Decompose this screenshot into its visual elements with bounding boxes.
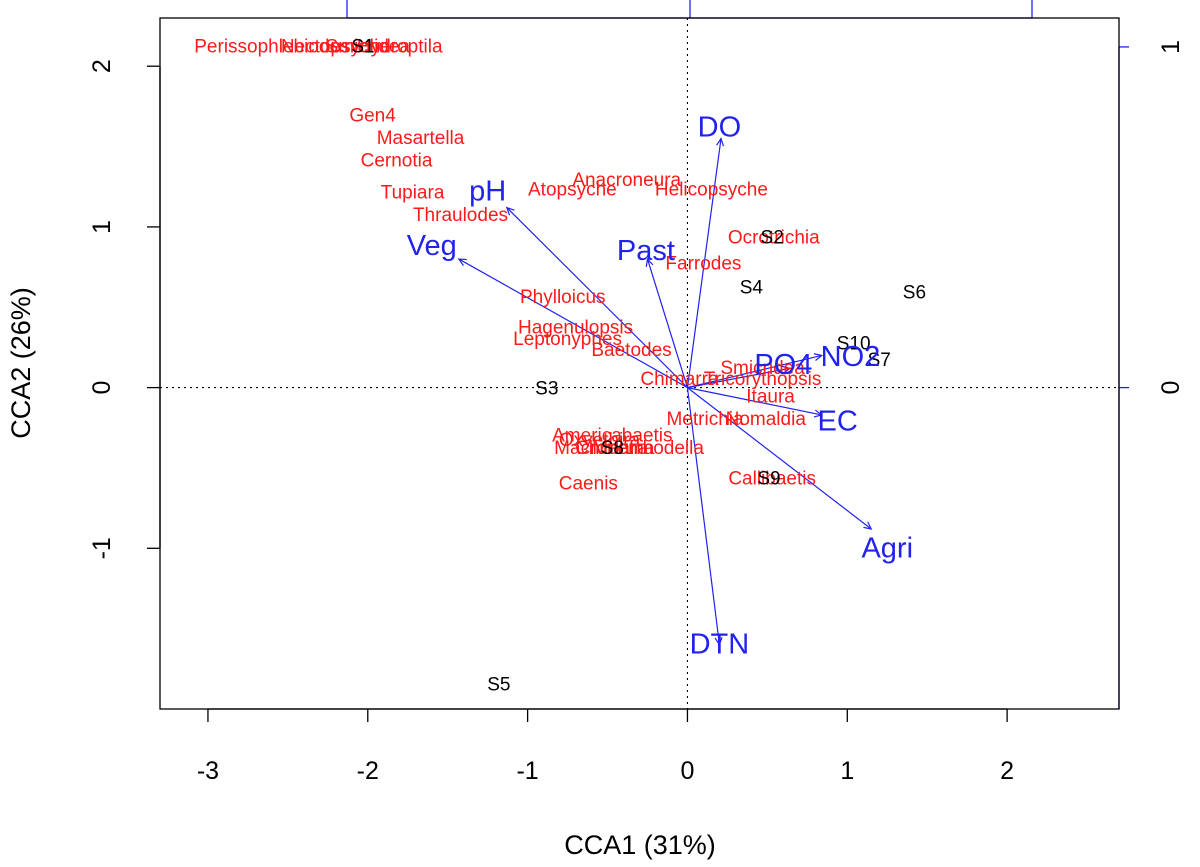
env-arrow: [686, 387, 721, 645]
species-label: Tricorythopsis: [704, 369, 822, 390]
site-label: S9: [757, 469, 780, 490]
species-label: Masartella: [377, 128, 465, 149]
species-label: Marilia: [592, 438, 648, 459]
x-tick-label: -3: [197, 757, 219, 785]
env-arrowhead: [714, 636, 723, 647]
species-label: Smicridea: [326, 36, 411, 57]
x-tick-label: 0: [680, 757, 694, 785]
species-label: Hydroptila: [357, 36, 443, 57]
env-label: pH: [469, 176, 506, 208]
site-label: S7: [868, 350, 891, 371]
env-arrow: [687, 367, 790, 389]
species-label: Thraulodes: [413, 205, 508, 226]
y-tick-label: 0: [88, 381, 116, 395]
x-axis-title: CCA1 (31%): [564, 830, 716, 860]
env-label: DO: [698, 111, 742, 143]
species-label: Nomaldia: [726, 409, 807, 430]
species-label: Macronema: [554, 438, 655, 459]
species-label: Helicopsyche: [655, 179, 768, 200]
y-tick-label: -1: [88, 537, 116, 559]
species-label: Hagenulopsis: [518, 318, 633, 339]
species-label: Leptonyphes: [513, 329, 622, 350]
x-tick-label: -2: [357, 757, 379, 785]
env-label: DTN: [690, 629, 750, 661]
env-arrowhead: [781, 365, 792, 374]
env-arrow: [458, 258, 688, 389]
site-label: S8: [601, 438, 624, 459]
species-label: Perissophlebiodes: [194, 36, 349, 57]
env-label: NO2: [821, 341, 881, 373]
species-label: Chimarrhodella: [575, 438, 704, 459]
right-tick-label: 0: [1157, 381, 1185, 395]
x-tick-label: 2: [1000, 757, 1014, 785]
species-label: Cernotia: [361, 151, 433, 172]
site-label: S3: [535, 379, 558, 400]
env-arrow: [687, 354, 822, 389]
species-label: Caenis: [559, 474, 618, 495]
env-label: PO4: [754, 349, 812, 381]
env-arrows: [457, 137, 873, 647]
env-arrowhead: [863, 521, 873, 530]
species-label: Anacroneura: [572, 170, 681, 191]
env-label: Agri: [861, 532, 913, 564]
species-label: Callibaetis: [728, 469, 816, 490]
zero-lines: [160, 18, 1119, 709]
env-arrow: [687, 387, 822, 416]
species-label: Farrodes: [665, 253, 741, 274]
species-label: Atopsyche: [528, 179, 617, 200]
y-tick-label: 1: [88, 220, 116, 234]
env-arrow: [506, 207, 688, 389]
site-label: S2: [761, 228, 784, 249]
x-axis: -3 -2 -1 0 1 2: [197, 708, 1014, 785]
site-layer: S1 S2 S3 S4 S5 S6 S7 S8 S9 S10: [351, 36, 926, 695]
species-label: Oxyethira: [559, 430, 641, 451]
right-tick-label: 1: [1157, 40, 1185, 54]
x-tick-label: -1: [516, 757, 538, 785]
y-axis-title: CCA2 (26%): [6, 287, 36, 439]
species-label: Phylloicus: [520, 287, 606, 308]
y-axis: -1 0 1 2: [88, 59, 161, 559]
site-label: S1: [351, 36, 374, 57]
y-tick-label: 2: [88, 59, 116, 73]
env-label: EC: [818, 405, 858, 437]
env-arrowhead: [813, 409, 824, 418]
site-label: S5: [487, 674, 510, 695]
env-arrowhead: [457, 258, 467, 266]
species-label: Metrichia: [666, 409, 744, 430]
site-label: S6: [903, 282, 926, 303]
species-label: Smicridea: [720, 358, 805, 379]
site-label: S10: [837, 334, 871, 355]
species-label: Americabaetis: [552, 425, 672, 446]
species-label: Baetodes: [591, 340, 671, 361]
species-label: Ocrotrichia: [728, 228, 820, 249]
species-layer: PerissophlebiodesNectopsycheSmicrideaHyd…: [194, 36, 821, 494]
species-label: Gen4: [349, 106, 396, 127]
species-label: Nectopsyche: [281, 36, 391, 57]
species-label: Chimarra: [640, 369, 719, 390]
plot-frame: [159, 17, 1120, 710]
env-label: Veg: [407, 230, 457, 262]
env-label: Past: [617, 235, 675, 267]
x-tick-label: 1: [840, 757, 854, 785]
env-arrowhead: [813, 353, 824, 361]
env-arrowhead: [716, 137, 725, 147]
species-label: Tupiara: [381, 183, 445, 204]
species-label: Itaura: [746, 387, 795, 408]
env-arrow: [687, 387, 872, 530]
env-arrowhead: [505, 206, 515, 216]
env-arrow: [686, 138, 722, 388]
env-arrow: [646, 258, 689, 388]
site-label: S4: [740, 277, 764, 298]
env-arrowhead: [645, 257, 654, 268]
